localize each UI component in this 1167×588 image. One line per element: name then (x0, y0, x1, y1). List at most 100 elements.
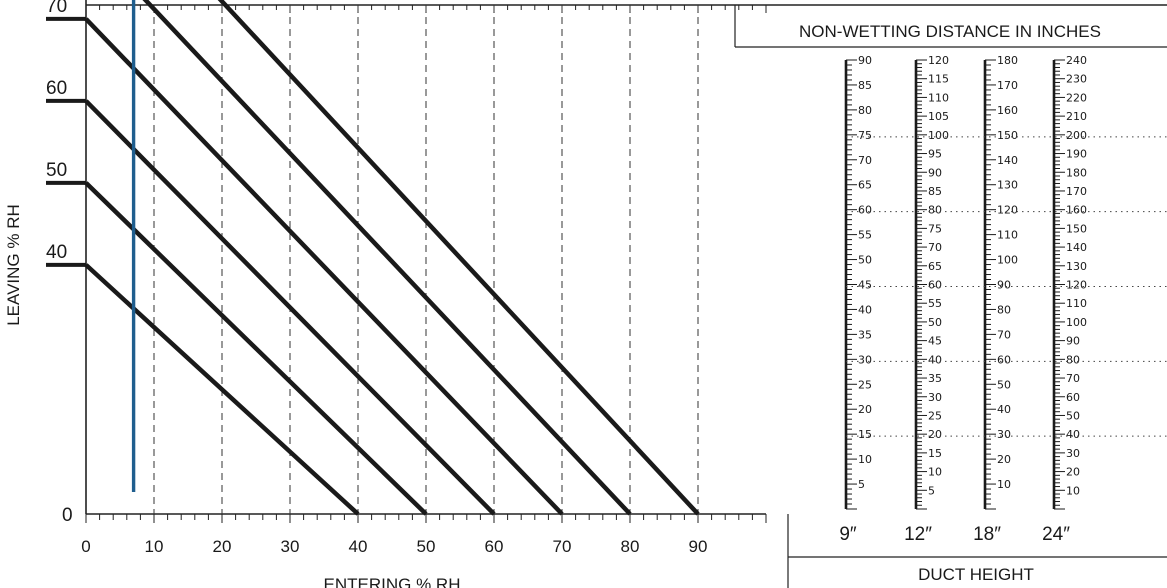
scale-tick-label: 20 (858, 403, 872, 416)
scale-tick-label: 80 (1066, 353, 1080, 366)
scales-title: NON-WETTING DISTANCE IN INCHES (799, 22, 1101, 41)
duct-height-label: 9″ (839, 524, 857, 545)
duct-height-label: 12″ (904, 524, 932, 545)
scale-tick-label: 25 (858, 378, 872, 391)
scale-tick-label: 15 (858, 428, 872, 441)
scale-tick-label: 90 (1066, 335, 1080, 348)
scale-tick-label: 150 (997, 129, 1018, 142)
scale-tick-label: 220 (1066, 91, 1087, 104)
scale-tick-label: 50 (928, 316, 942, 329)
non-wetting-scales: 5 10 15 20 25 30 35 40 45 50 55 60 65 70 75 80 85 90 5 10 15… (844, 54, 1167, 510)
scale-tick-label: 25 (928, 409, 942, 422)
y-tick-label: 50 (46, 160, 67, 181)
scale-tick-label: 20 (997, 453, 1011, 466)
scale-tick-label: 90 (928, 166, 942, 179)
scale-tick-label: 10 (1066, 484, 1080, 497)
scale-tick-label: 110 (1066, 297, 1087, 310)
scale-tick-label: 30 (858, 353, 872, 366)
scale-tick-label: 50 (858, 254, 872, 267)
duct-height-label: 24″ (1042, 524, 1070, 545)
rh-line (84, 17, 564, 516)
scale-tick-label: 75 (928, 222, 942, 235)
scale-tick-label: 10 (858, 453, 872, 466)
scale-tick-label: 5 (928, 484, 935, 497)
x-tick-label: 80 (621, 537, 640, 556)
scale-tick-label: 20 (928, 428, 942, 441)
x-tick-label: 20 (213, 537, 232, 556)
scale-tick-label: 230 (1066, 73, 1087, 86)
rh-lines (84, 0, 700, 516)
scale-tick-label: 110 (997, 229, 1018, 242)
scale-tick-label: 210 (1066, 110, 1087, 123)
scale-tick-label: 130 (1066, 260, 1087, 273)
scale-tick-label: 65 (928, 260, 942, 273)
scale-tick-label: 100 (1066, 316, 1087, 329)
scale-tick-label: 85 (928, 185, 942, 198)
scale-tick-label: 160 (997, 104, 1018, 117)
scale-tick-label: 20 (1066, 466, 1080, 479)
scale-tick-label: 130 (997, 179, 1018, 192)
scale-tick-label: 60 (858, 204, 872, 217)
scale-tick-label: 30 (928, 391, 942, 404)
x-tick-label: 90 (689, 537, 708, 556)
scale-tick-label: 60 (1066, 391, 1080, 404)
y-axis-label: LEAVING % RH (4, 204, 23, 326)
scale-tick-label: 140 (1066, 241, 1087, 254)
scale-tick-label: 180 (997, 54, 1018, 67)
scale-tick-label: 35 (928, 372, 942, 385)
scale-tick-label: 75 (858, 129, 872, 142)
scale-tick-label: 120 (997, 204, 1018, 217)
x-tick-label: 30 (281, 537, 300, 556)
x-tick-label: 10 (145, 537, 164, 556)
chart-frame: 0 10 20 30 40 50 60 70 80 90 90 80 70 60 50 40 0 9″ 12″ 18″… (46, 0, 1167, 588)
rh-line (217, 0, 700, 516)
axis-labels: NON-WETTING DISTANCE IN INCHES DUCT HEIG… (4, 22, 1101, 588)
scale-tick-label: 10 (997, 478, 1011, 491)
rh-line (84, 263, 360, 516)
scale-tick-label: 105 (928, 110, 949, 123)
y-tick-label: 40 (46, 242, 67, 263)
scale-tick-label: 40 (1066, 428, 1080, 441)
scale-tick-label: 90 (997, 279, 1011, 292)
scale-tick-label: 30 (997, 428, 1011, 441)
scale-tick-label: 30 (1066, 447, 1080, 460)
scale-tick-label: 40 (858, 303, 872, 316)
scales-footer: DUCT HEIGHT (918, 565, 1034, 584)
scale-tick-label: 90 (858, 54, 872, 67)
scale-tick-label: 85 (858, 79, 872, 92)
rh-line (84, 99, 496, 516)
scale-tick-label: 10 (928, 466, 942, 479)
scale-tick-label: 120 (928, 54, 949, 67)
scale-tick-label: 80 (928, 204, 942, 217)
scale-tick-label: 115 (928, 73, 949, 86)
scale-tick-label: 140 (997, 154, 1018, 167)
scale-tick-label: 45 (858, 279, 872, 292)
scale-tick-label: 70 (1066, 372, 1080, 385)
scale-tick-label: 170 (997, 79, 1018, 92)
scale-tick-label: 160 (1066, 204, 1087, 217)
scale-tick-label: 45 (928, 335, 942, 348)
scale-tick-label: 200 (1066, 129, 1087, 142)
y-tick-label: 60 (46, 78, 67, 99)
rh-line (142, 0, 632, 516)
scale-tick-label: 35 (858, 328, 872, 341)
scale-tick-label: 70 (928, 241, 942, 254)
scale-tick-label: 70 (858, 154, 872, 167)
scale-tick-label: 150 (1066, 222, 1087, 235)
vertical-gridlines (153, 5, 699, 514)
scale-tick-label: 190 (1066, 148, 1087, 161)
x-axis-label: ENTERING % RH (324, 575, 461, 588)
scale-tick-label: 180 (1066, 166, 1087, 179)
x-tick-label: 50 (417, 537, 436, 556)
example-path-line (131, 0, 136, 492)
duct-height-label: 18″ (973, 524, 1001, 545)
scale-tick-label: 70 (997, 328, 1011, 341)
scale-tick-label: 50 (1066, 409, 1080, 422)
scale-tick-label: 100 (928, 129, 949, 142)
scale-tick-label: 60 (997, 353, 1011, 366)
x-tick-label: 40 (349, 537, 368, 556)
scale-tick-label: 100 (997, 254, 1018, 267)
scale-tick-label: 110 (928, 91, 949, 104)
scale-tick-label: 15 (928, 447, 942, 460)
